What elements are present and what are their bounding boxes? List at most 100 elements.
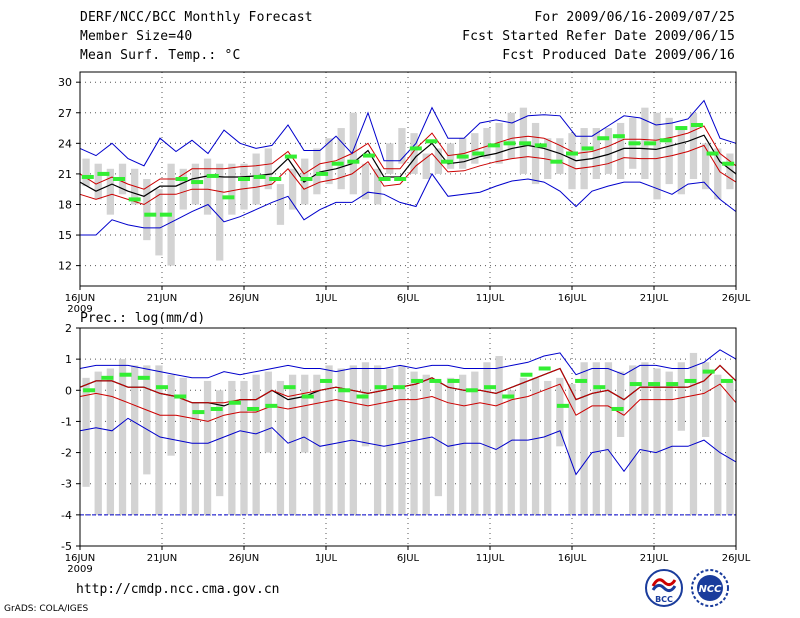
temp-spread-box	[228, 163, 236, 215]
prec-observed-mark	[556, 403, 569, 408]
temp-spread-box	[155, 189, 163, 256]
temp-spread-box	[483, 128, 491, 159]
prec-observed-mark	[83, 388, 96, 393]
temp-observed-mark	[316, 171, 329, 176]
prec-spread-box	[519, 377, 528, 515]
prec-xtick-label: 11JUL	[476, 553, 505, 564]
temp-spread-box	[446, 143, 455, 169]
prec-observed-mark	[283, 385, 296, 390]
temp-inner-upper-line	[79, 125, 737, 190]
temp-observed-mark	[675, 126, 688, 131]
temp-ytick-label: 27	[58, 107, 72, 120]
prec-spread-box	[714, 374, 722, 515]
temp-observed-mark	[425, 139, 438, 144]
prec-xtick-label: 21JUL	[640, 553, 669, 564]
temp-xtick-label: 21JUL	[640, 293, 669, 304]
prec-observed-mark	[137, 375, 150, 380]
prec-spread-box	[325, 365, 333, 515]
temp-spread-box	[604, 128, 613, 174]
temp-observed-mark	[175, 177, 188, 181]
prec-observed-mark	[301, 394, 314, 399]
temp-spread-box	[143, 179, 151, 241]
temp-spread-box	[361, 163, 370, 200]
prec-panel-title: Prec.: log(mm/d)	[80, 311, 205, 326]
temp-spread-box	[653, 112, 661, 200]
prec-observed-mark	[356, 394, 369, 399]
prec-spread-box	[446, 377, 455, 515]
prec-spread-box	[301, 374, 309, 453]
temp-xtick-label: 1JUL	[315, 293, 338, 304]
prec-spread-box	[434, 380, 443, 497]
temp-spread-box	[216, 163, 224, 261]
temp-spread-box	[179, 168, 187, 210]
temp-spread-box	[386, 143, 394, 174]
temp-observed-mark	[191, 180, 204, 185]
prec-xtick-label: 1JUL	[315, 553, 338, 564]
temp-xtick-label: 16JUL	[558, 293, 587, 304]
temp-spread-box	[203, 158, 212, 215]
temp-year-label: 2009	[67, 304, 92, 315]
temp-spread-box	[726, 153, 734, 190]
temp-observed-mark	[113, 177, 126, 181]
temp-spread-box	[252, 153, 260, 205]
prec-spread-box	[483, 362, 491, 515]
bcc-logo-icon: BCC	[645, 569, 683, 607]
temp-ytick-label: 12	[58, 260, 72, 273]
prec-observed-mark	[265, 403, 278, 408]
temp-spread-box	[580, 128, 588, 190]
prec-spread-box	[264, 371, 272, 453]
source-url[interactable]: http://cmdp.ncc.cma.gov.cn	[76, 582, 280, 597]
temp-observed-mark	[269, 177, 282, 181]
temp-observed-mark	[503, 141, 516, 146]
temp-spread-box	[264, 148, 272, 190]
prec-spread-box	[689, 352, 698, 515]
prec-inner-upper-line	[79, 364, 737, 404]
temp-observed-mark	[566, 151, 578, 156]
temp-observed-mark	[487, 143, 500, 148]
prec-xtick-label: 6JUL	[397, 553, 420, 564]
temp-ytick-label: 24	[58, 137, 72, 150]
prec-outer-upper-line	[79, 349, 737, 379]
prec-spread-box	[118, 359, 127, 515]
prec-spread-box	[556, 377, 564, 447]
temp-observed-mark	[347, 159, 360, 164]
prec-spread-box	[592, 362, 600, 515]
prec-spread-box	[240, 380, 248, 515]
prec-observed-mark	[593, 385, 606, 390]
prec-observed-mark	[538, 366, 551, 371]
temp-ytick-label: 18	[58, 198, 72, 211]
ncc-logo-icon: NCC	[691, 569, 729, 607]
refer-date: Fcst Started Refer Date 2009/06/15	[462, 29, 735, 44]
temp-xtick-label: 21JUN	[147, 293, 177, 304]
prec-observed-mark	[320, 378, 332, 383]
temp-spread-box	[495, 122, 503, 164]
temp-observed-mark	[394, 177, 407, 181]
prec-observed-mark	[611, 406, 624, 411]
forecast-period: For 2009/06/16-2009/07/25	[534, 10, 735, 25]
prec-spread-box	[106, 368, 115, 515]
prec-observed-mark	[411, 378, 424, 383]
temp-xtick-label: 26JUN	[229, 293, 259, 304]
temp-observed-mark	[378, 177, 391, 181]
prec-ytick-label: -2	[61, 447, 72, 460]
temp-spread-box	[398, 128, 406, 164]
prec-observed-mark	[465, 388, 478, 393]
prec-year-label: 2009	[67, 564, 92, 575]
temp-observed-mark	[581, 146, 594, 151]
prec-spread-box	[459, 374, 467, 515]
temp-xtick-label: 26JUL	[722, 293, 751, 304]
temp-spread-box	[106, 168, 115, 215]
temp-observed-mark	[628, 141, 641, 146]
prec-spread-box	[568, 384, 576, 515]
temp-observed-mark	[128, 197, 141, 202]
temp-spread-box	[349, 112, 357, 195]
temp-observed-mark	[550, 159, 563, 164]
prec-spread-box	[531, 377, 540, 515]
prec-observed-mark	[156, 385, 168, 390]
temp-xtick-label: 11JUL	[476, 293, 505, 304]
temp-outer-upper-line	[79, 99, 737, 167]
temp-observed-mark	[300, 177, 313, 181]
prec-observed-mark	[210, 406, 223, 411]
temp-spread-box	[677, 128, 685, 195]
